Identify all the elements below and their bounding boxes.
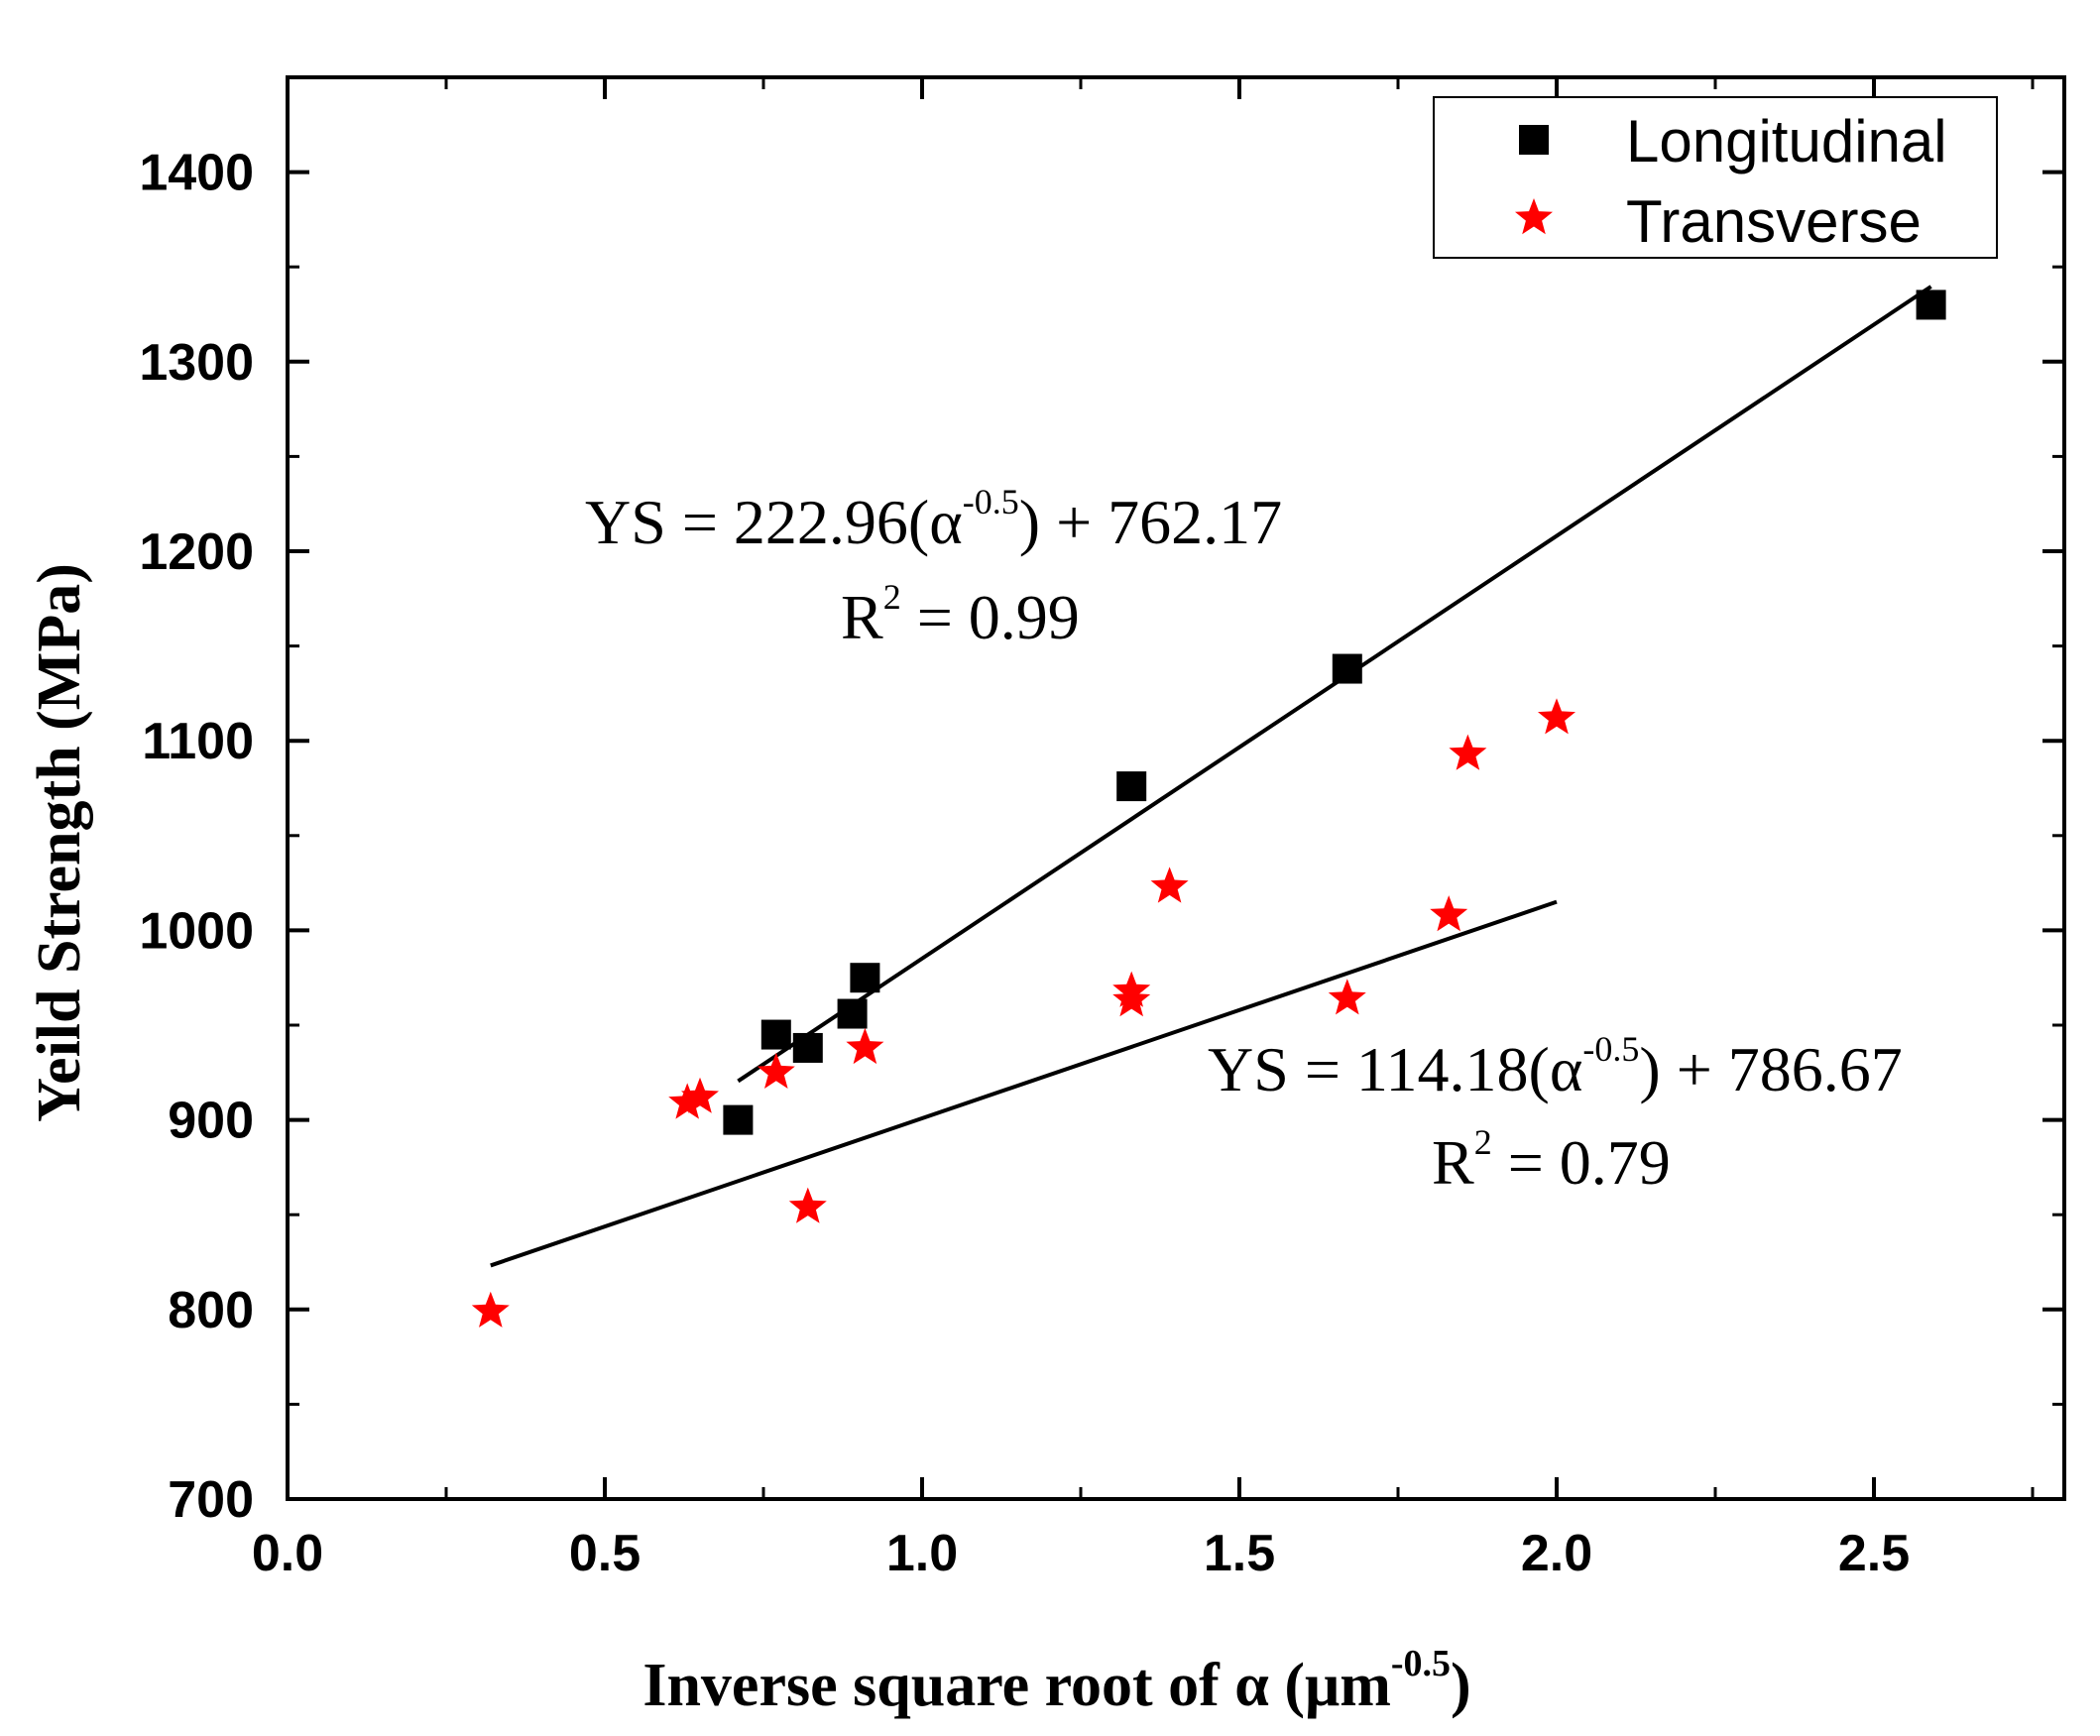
y-tick-label: 1000 xyxy=(139,902,254,960)
point-transverse xyxy=(1328,979,1366,1015)
point-transverse xyxy=(1112,981,1151,1017)
legend-marker-longitudinal xyxy=(1519,125,1549,155)
y-axis-title: Yeild Strength (MPa) xyxy=(26,563,93,1122)
point-longitudinal xyxy=(1332,653,1362,684)
x-tick-label: 2.5 xyxy=(1838,1525,1910,1582)
plot-frame xyxy=(286,75,2066,1501)
fit-equation-longitudinal: YS = 222.96(α-0.5) + 762.17 xyxy=(585,482,1282,557)
legend-label-longitudinal: Longitudinal xyxy=(1626,108,1947,174)
point-transverse xyxy=(668,1083,707,1119)
point-transverse xyxy=(681,1077,719,1113)
x-axis-title: Inverse square root of α (μm-0.5) xyxy=(642,1643,1470,1719)
point-longitudinal xyxy=(1116,771,1147,802)
legend-marker-transverse xyxy=(1515,198,1553,235)
point-transverse xyxy=(1430,895,1468,932)
y-tick-label: 800 xyxy=(168,1282,254,1339)
point-transverse xyxy=(757,1052,795,1089)
fit-line-transverse xyxy=(490,899,1558,1268)
point-transverse xyxy=(1150,867,1189,903)
point-longitudinal xyxy=(1916,289,1946,320)
y-tick-label: 1200 xyxy=(139,523,254,581)
point-longitudinal xyxy=(723,1104,754,1135)
plot-area-border xyxy=(286,75,2066,1501)
fit-r2-longitudinal: R2 = 0.99 xyxy=(841,577,1080,652)
point-transverse xyxy=(788,1187,827,1223)
fit-equation-transverse: YS = 114.18(α-0.5) + 786.67 xyxy=(1208,1029,1903,1104)
point-longitudinal xyxy=(837,998,868,1029)
x-tick-label: 0.0 xyxy=(252,1525,323,1582)
fit-line-longitudinal xyxy=(737,285,1932,1084)
data-points xyxy=(471,289,1946,1328)
legend-box xyxy=(1433,96,1998,259)
point-longitudinal xyxy=(850,963,880,993)
legend-label-transverse: Transverse xyxy=(1626,188,1922,255)
point-longitudinal xyxy=(792,1032,823,1063)
fit-lines xyxy=(490,285,1932,1268)
axis-ticks: 0.0 0.5 1.0 1.5 2.0 2.5 700 800 900 1000 1100 1200 1… xyxy=(139,77,2064,1582)
legend: Longitudinal Transverse xyxy=(1433,96,1998,259)
point-longitudinal xyxy=(760,1019,791,1050)
point-transverse xyxy=(1449,734,1487,770)
y-tick-label: 1100 xyxy=(142,713,254,770)
point-transverse xyxy=(846,1027,884,1065)
x-tick-label: 1.0 xyxy=(886,1525,958,1582)
point-transverse xyxy=(471,1291,510,1328)
fit-r2-transverse: R2 = 0.79 xyxy=(1432,1122,1671,1198)
x-tick-label: 1.5 xyxy=(1204,1525,1275,1582)
point-transverse xyxy=(1538,698,1575,735)
x-tick-label: 0.5 xyxy=(569,1525,641,1582)
y-tick-label: 900 xyxy=(168,1093,254,1150)
y-tick-label: 1300 xyxy=(139,334,254,392)
y-tick-label: 700 xyxy=(168,1471,254,1529)
x-tick-label: 2.0 xyxy=(1521,1525,1592,1582)
y-tick-label: 1400 xyxy=(139,145,254,202)
